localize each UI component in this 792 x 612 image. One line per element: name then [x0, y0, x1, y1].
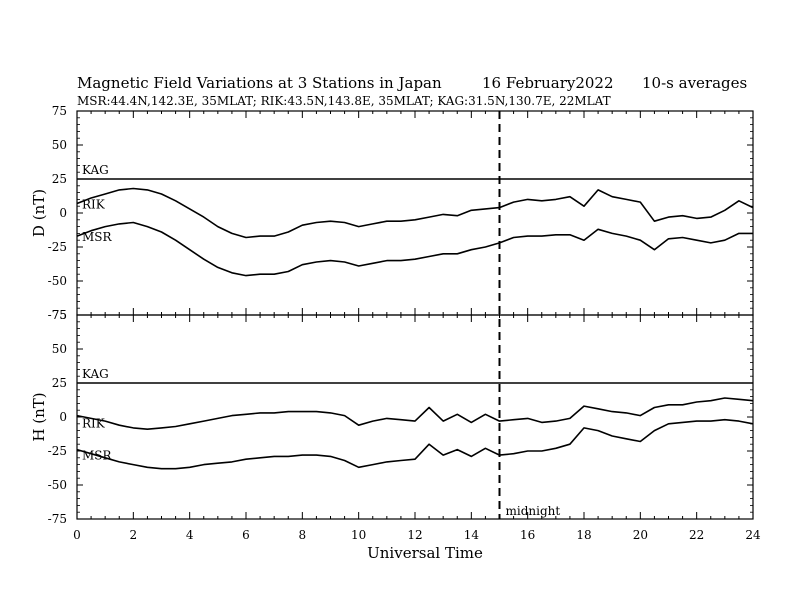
d-series-label-kag: KAG	[82, 163, 109, 177]
d-ytick-label: -25	[48, 240, 67, 254]
xtick-label: 4	[186, 528, 194, 542]
h-ytick-label: 50	[52, 342, 67, 356]
station-info: MSR:44.4N,142.3E, 35MLAT; RIK:43.5N,143.…	[77, 94, 611, 108]
d-ytick-label: 50	[52, 138, 67, 152]
xtick-label: 10	[351, 528, 366, 542]
x-axis-label: Universal Time	[367, 544, 483, 562]
figure-averaging: 10-s averages	[642, 74, 747, 92]
d-plot-frame	[76, 110, 754, 316]
d-ytick-label: 75	[52, 104, 67, 118]
xtick-label: 12	[407, 528, 422, 542]
h-series-msr	[76, 418, 754, 470]
xtick-label: 2	[130, 528, 138, 542]
xtick-label: 20	[633, 528, 648, 542]
h-y-axis-label: H (nT)	[30, 392, 48, 441]
h-ytick-label: -75	[48, 512, 67, 526]
h-series-label-kag: KAG	[82, 367, 109, 381]
h-ytick-label: -25	[48, 444, 67, 458]
d-series-rik	[76, 187, 754, 239]
d-series-label-rik: RIK	[82, 197, 106, 211]
d-y-axis-label: D (nT)	[30, 189, 48, 237]
xtick-label: 16	[520, 528, 535, 542]
midnight-label: midnight	[506, 504, 561, 518]
xtick-label: 22	[689, 528, 704, 542]
xtick-label: 14	[464, 528, 480, 542]
h-ytick-label: -50	[48, 478, 67, 492]
d-component-panel: 75 50 25 0 -25 -50 -75 D (nT) KAG RIK MSR	[30, 104, 754, 322]
d-ytick-label: -75	[48, 308, 67, 322]
xtick-label: 6	[242, 528, 250, 542]
xtick-label: 18	[576, 528, 591, 542]
h-ytick-label: 0	[59, 410, 67, 424]
h-ytick-label: 25	[52, 376, 67, 390]
h-series-label-rik: RIK	[82, 417, 106, 431]
xtick-label: 0	[73, 528, 81, 542]
figure-title: Magnetic Field Variations at 3 Stations …	[77, 74, 442, 92]
figure-date: 16 February2022	[482, 74, 614, 92]
h-series-rik	[76, 397, 754, 430]
h-series-label-msr: MSR	[82, 449, 113, 463]
d-ytick-label: -50	[48, 274, 67, 288]
d-series-label-msr: MSR	[82, 230, 113, 244]
d-ytick-label: 0	[59, 206, 67, 220]
h-plot-frame	[76, 314, 754, 520]
h-ytick-label: 75	[52, 308, 67, 322]
xtick-label: 8	[299, 528, 307, 542]
d-series-msr	[76, 221, 753, 277]
xtick-label: 24	[745, 528, 761, 542]
d-ytick-label: 25	[52, 172, 67, 186]
